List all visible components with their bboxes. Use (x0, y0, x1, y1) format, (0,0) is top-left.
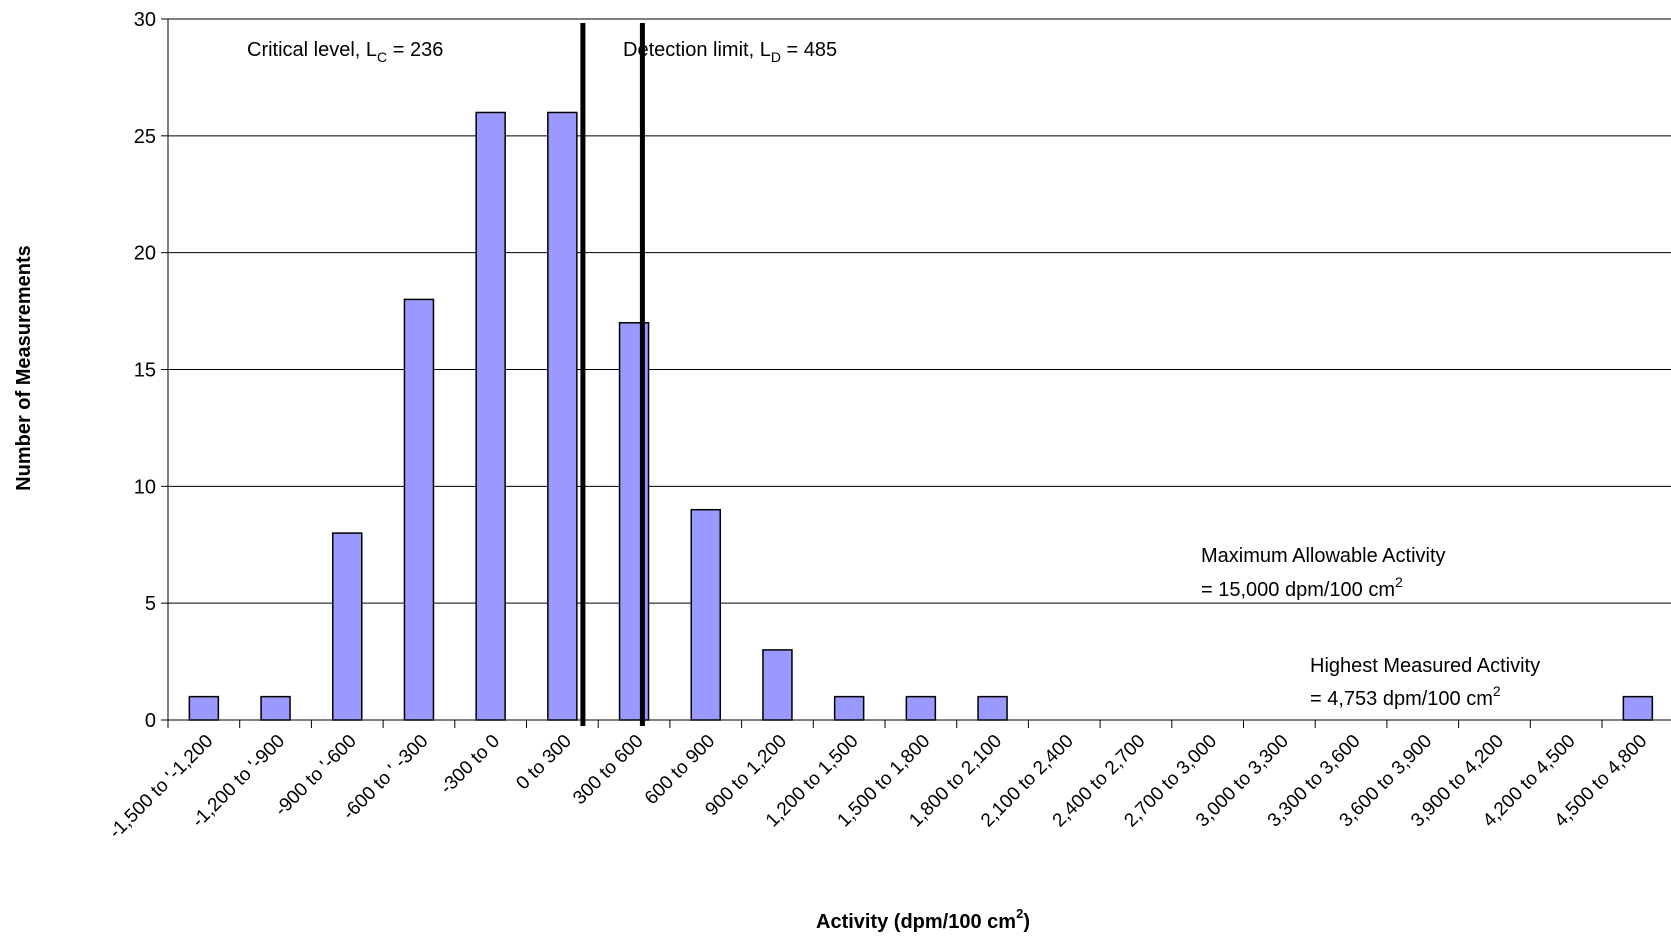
detection-limit-label-sub: D (771, 49, 781, 65)
x-category-label: -300 to 0 (436, 731, 504, 799)
x-category-label: 300 to 600 (569, 731, 647, 809)
max-allowable-activity-value-sup: 2 (1395, 574, 1403, 590)
bar (1622, 695, 1654, 721)
grid-layer (168, 18, 1671, 604)
max-allowable-activity-value-main: = 15,000 dpm/100 cm (1201, 579, 1395, 601)
bar (332, 532, 363, 721)
bars-layer (188, 111, 1654, 721)
highest-measured-activity-value-sup: 2 (1493, 683, 1501, 699)
bar (260, 695, 291, 721)
y-tick-label: 30 (134, 9, 156, 31)
bar (833, 695, 865, 721)
x-axis-title-end: ) (1023, 911, 1030, 933)
max-allowable-activity-value: = 15,000 dpm/100 cm2 (1201, 574, 1403, 601)
detection-limit-label-end: = 485 (781, 39, 837, 61)
y-tick-label: 20 (134, 243, 156, 265)
x-axis-title-sup: 2 (1016, 906, 1023, 921)
x-axis-title-main: Activity (dpm/100 cm (816, 911, 1016, 933)
y-tick-label: 0 (145, 710, 156, 732)
y-tick-label: 25 (134, 126, 156, 148)
bar (762, 649, 793, 721)
highest-measured-activity-label: Highest Measured Activity (1310, 655, 1540, 677)
critical-level-label: Critical level, LC = 236 (247, 39, 443, 65)
x-axis-title: Activity (dpm/100 cm2) (816, 906, 1030, 933)
highest-measured-activity-value-main: = 4,753 dpm/100 cm (1310, 688, 1493, 710)
reference-lines-layer (580, 23, 645, 726)
bar (403, 298, 435, 721)
y-tick-label: 5 (145, 593, 156, 615)
bar (905, 695, 937, 721)
y-tick-label: 10 (134, 476, 156, 498)
bar (977, 695, 1008, 721)
bar (188, 695, 220, 721)
x-category-label: 0 to 300 (512, 731, 575, 794)
critical-level-label-main: Critical level, L (247, 39, 377, 61)
bar (547, 111, 578, 721)
max-allowable-activity-label: Maximum Allowable Activity (1201, 545, 1446, 567)
axes-layer (161, 18, 1671, 728)
bar (475, 111, 506, 721)
x-category-label: 600 to 900 (641, 731, 719, 809)
detection-limit-label-main: Detection limit, L (623, 39, 771, 61)
y-axis-title: Number of Measurements (13, 245, 35, 491)
critical-level-label-end: = 236 (387, 39, 443, 61)
critical-level-label-sub: C (377, 49, 387, 65)
y-tick-label: 15 (134, 360, 156, 382)
detection-limit-label: Detection limit, LD = 485 (623, 39, 837, 65)
bar (690, 508, 721, 721)
highest-measured-activity-value: = 4,753 dpm/100 cm2 (1310, 683, 1501, 710)
